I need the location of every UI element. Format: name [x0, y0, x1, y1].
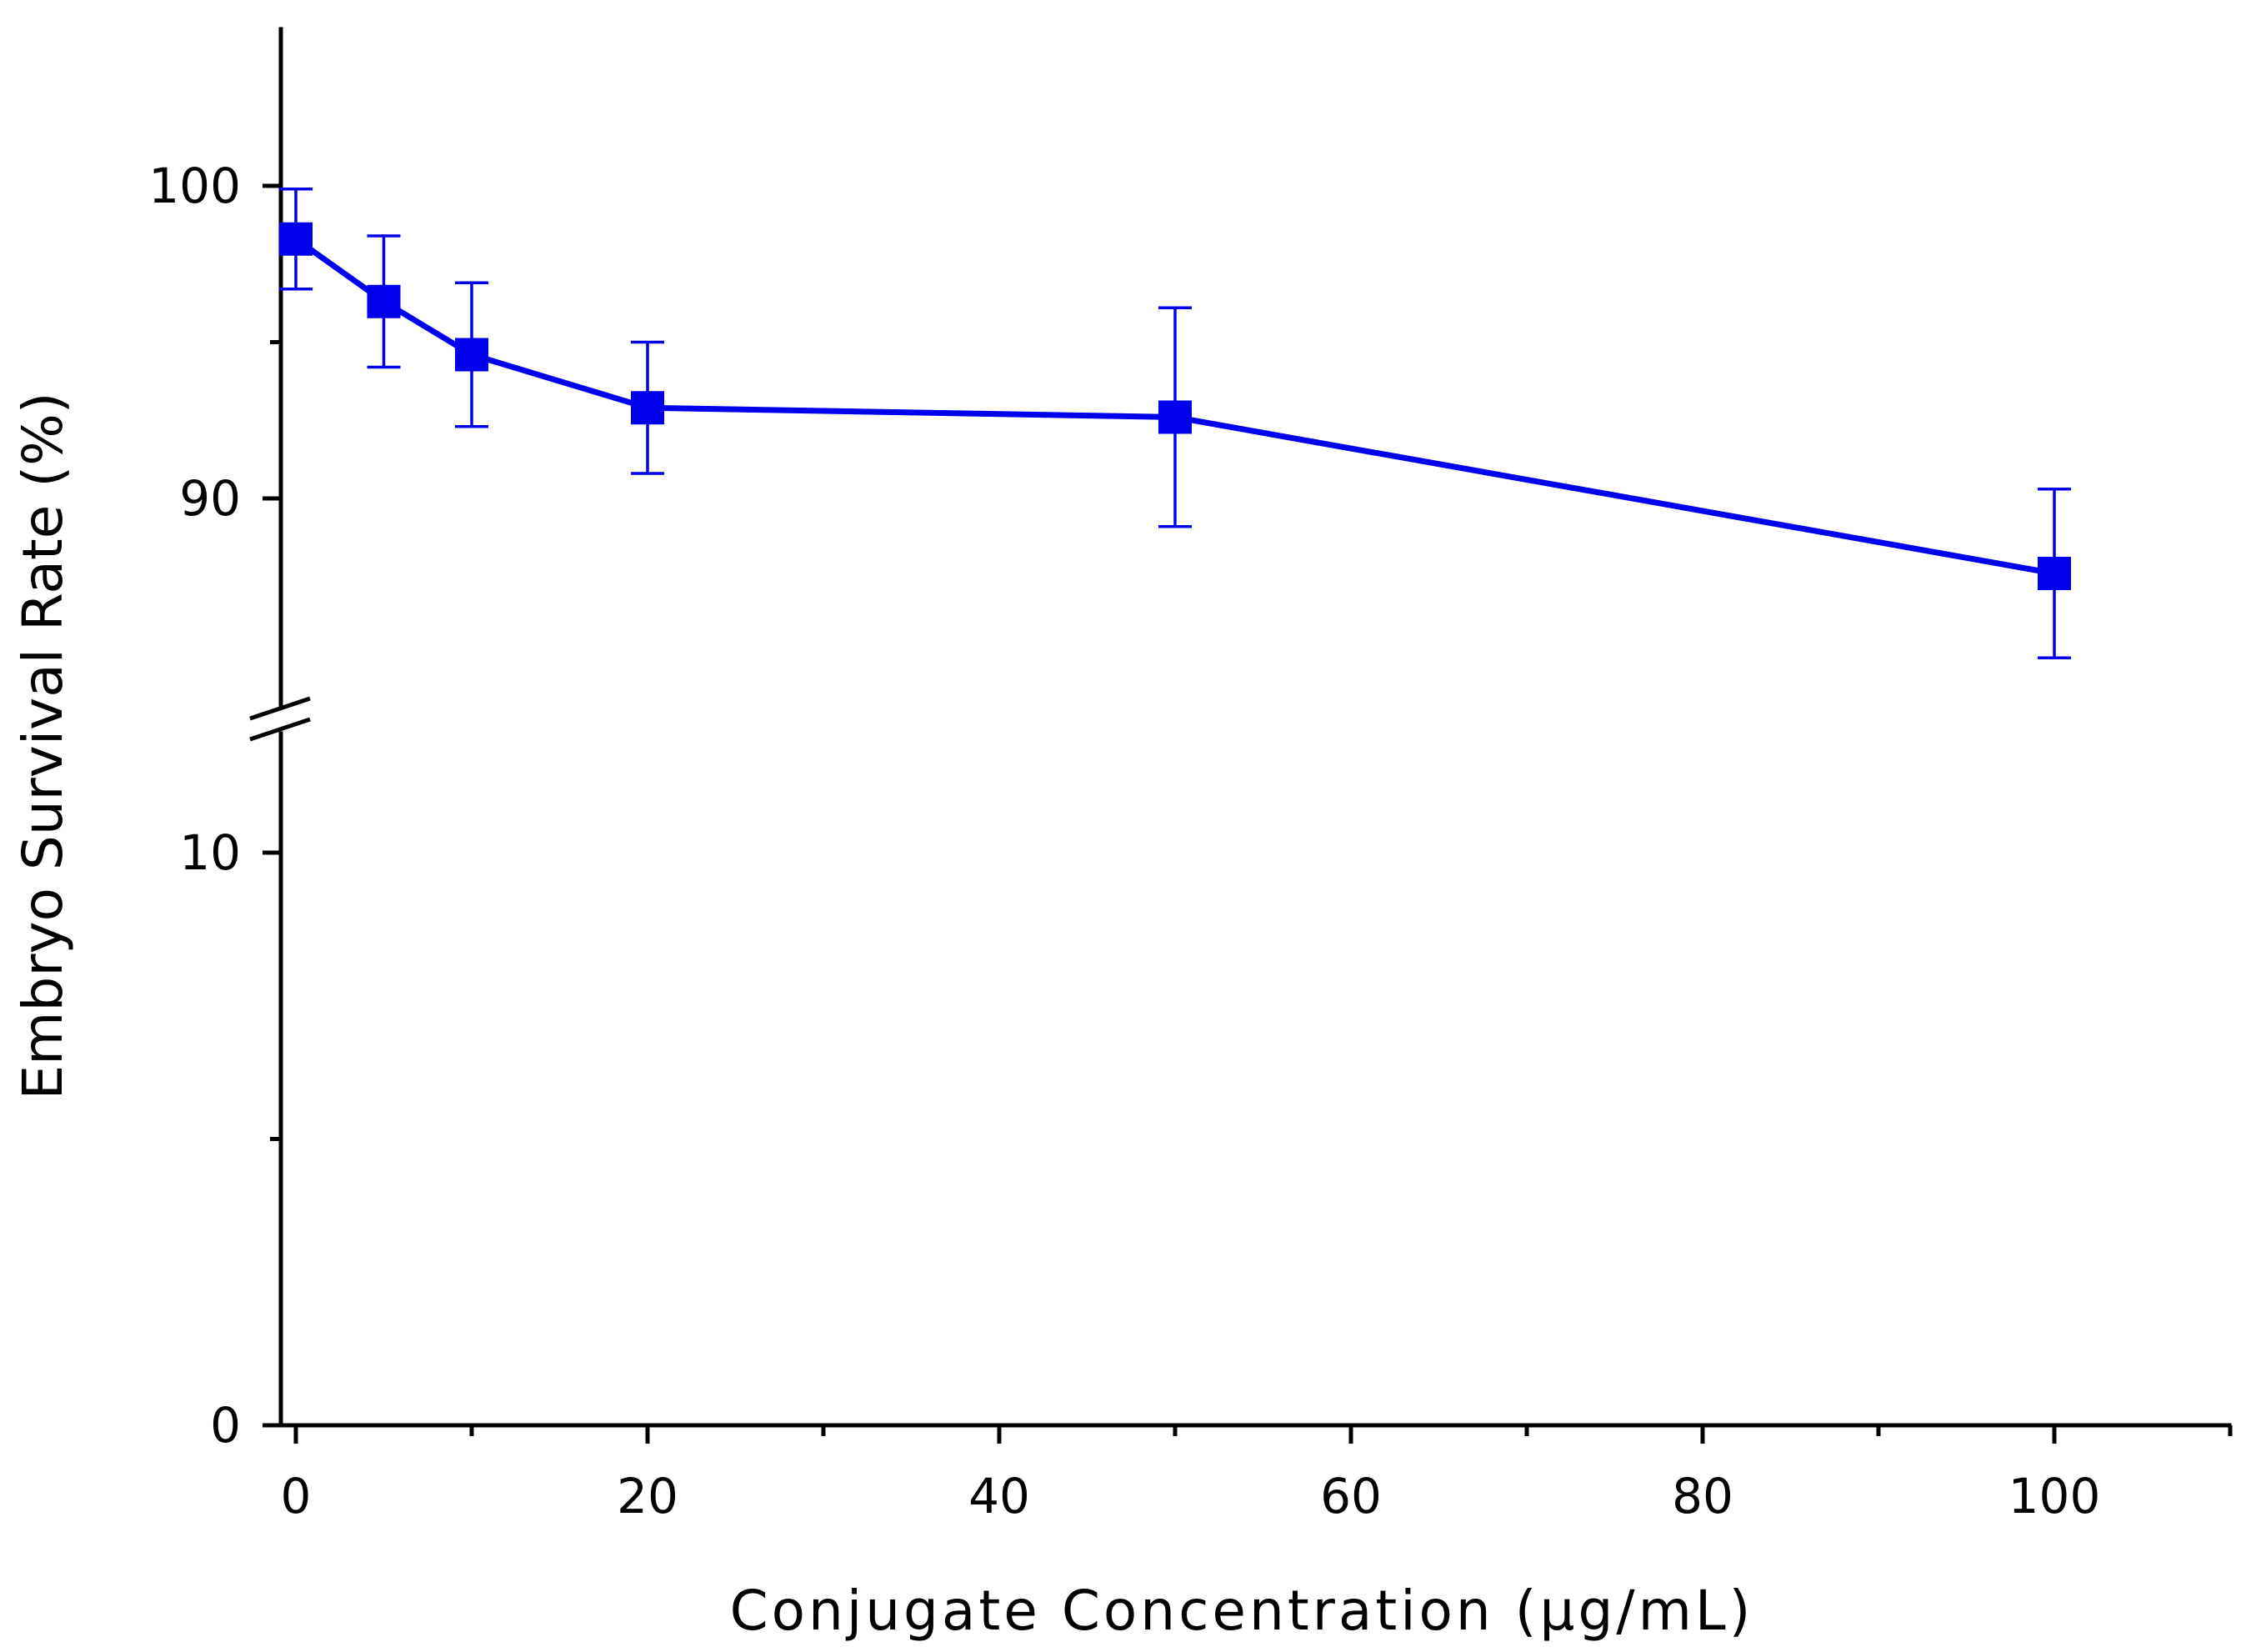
y-tick-label: 90 [179, 470, 241, 527]
y-tick-label: 0 [210, 1397, 241, 1454]
x-tick-label: 100 [2008, 1468, 2101, 1524]
data-point [455, 338, 488, 372]
ticks: 0 20 40 60 80 100 0 10 90 100 [148, 158, 2233, 1524]
y-axis-title: Embryo Survival Rate (%) [11, 392, 75, 1099]
x-tick-label: 60 [1320, 1468, 1382, 1524]
axes [249, 27, 2232, 1428]
data-point [279, 222, 313, 256]
data-point [367, 284, 401, 318]
x-axis-title: Conjugate Concentration (μg/mL) [730, 1579, 1754, 1643]
y-tick-label: 100 [148, 158, 241, 214]
x-tick-label: 20 [617, 1468, 678, 1524]
series-layer [279, 188, 2071, 659]
y-axis-break-mark [249, 717, 311, 742]
x-tick-label: 40 [968, 1468, 1030, 1524]
x-tick-label: 80 [1672, 1468, 1733, 1524]
y-tick-label: 10 [179, 824, 241, 881]
x-tick-label: 0 [281, 1468, 312, 1524]
data-point [2038, 557, 2071, 590]
y-axis-break-mark [249, 696, 311, 721]
data-point [1158, 400, 1192, 434]
data-point [631, 391, 664, 425]
